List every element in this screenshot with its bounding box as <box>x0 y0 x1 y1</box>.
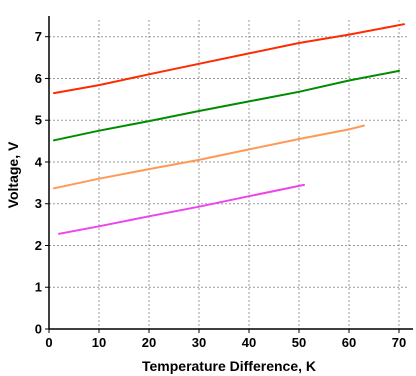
series-group <box>53 23 405 235</box>
y-tick-label: 4 <box>35 154 43 169</box>
series-line-4 <box>58 183 305 235</box>
y-tick-label: 3 <box>35 196 42 211</box>
plot-background <box>49 20 409 329</box>
y-tick-label: 2 <box>35 238 42 253</box>
x-tick-label: 50 <box>292 335 306 350</box>
y-tick-label: 5 <box>35 113 42 128</box>
y-tick-label: 1 <box>35 280 42 295</box>
y-tick-label: 0 <box>35 322 42 337</box>
x-tick-label: 30 <box>192 335 206 350</box>
x-tick-label: 60 <box>342 335 356 350</box>
x-tick-label: 10 <box>92 335 106 350</box>
series-line-1 <box>53 23 405 95</box>
x-tick-label: 70 <box>392 335 406 350</box>
axes <box>45 16 413 333</box>
series-line-2 <box>53 69 400 142</box>
tick-labels: 0 10 20 30 40 50 60 70 0 1 2 3 4 5 6 7 <box>35 29 406 350</box>
series-line-3 <box>53 124 365 190</box>
x-tick-label: 20 <box>142 335 156 350</box>
x-axis-title: Temperature Difference, K <box>142 358 316 374</box>
grid-lines <box>49 20 409 329</box>
y-tick-label: 7 <box>35 29 42 44</box>
y-tick-label: 6 <box>35 71 42 86</box>
x-tick-label: 0 <box>45 335 52 350</box>
x-tick-label: 40 <box>242 335 256 350</box>
y-axis-title: Voltage, V <box>5 141 21 208</box>
